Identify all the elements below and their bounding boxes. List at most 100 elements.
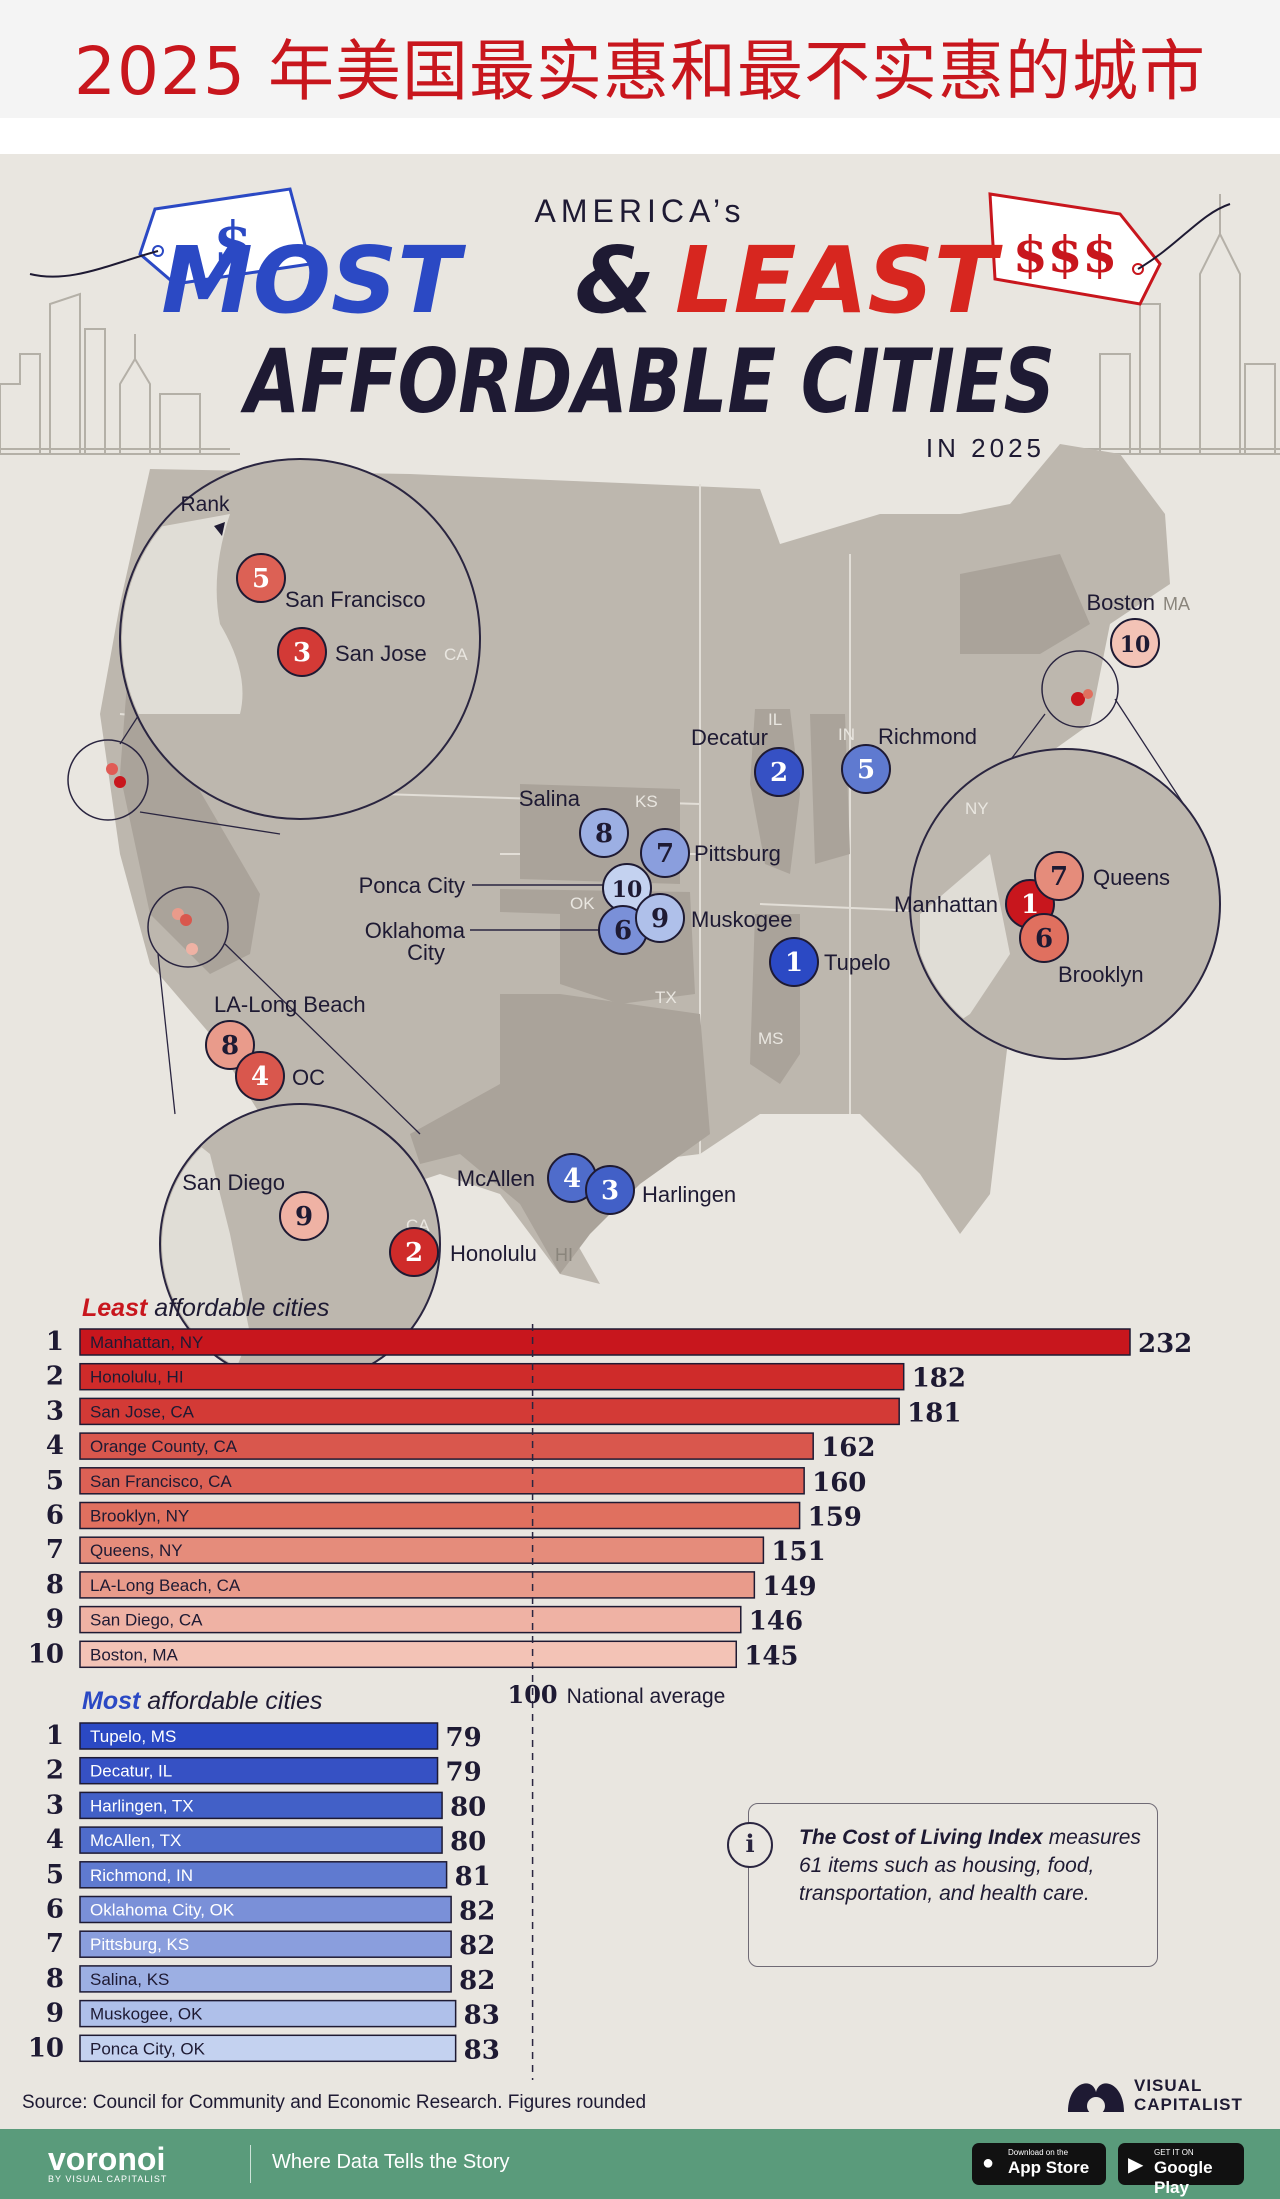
bar-rank: 4 — [46, 1825, 64, 1855]
google-play-badge[interactable]: ▶ GET IT ON Google Play — [1118, 2143, 1244, 2197]
marker-muskogee: 9 Muskogee — [635, 893, 793, 943]
bar — [79, 1640, 737, 1669]
bar-category-label: Oklahoma City, OK — [90, 1901, 235, 1920]
bar-category-label: San Francisco, CA — [90, 1472, 232, 1491]
marker-city-label: Boston — [1087, 590, 1156, 615]
least-bar-row-7: 7 Queens, NY 151 — [46, 1535, 826, 1567]
state-label-il: IL — [768, 710, 782, 729]
bar — [79, 1501, 801, 1530]
footer-bar: voronoi BY VISUAL CAPITALIST Where Data … — [0, 2129, 1280, 2199]
bar-category-label: Boston, MA — [90, 1645, 179, 1664]
marker-rank: 3 — [293, 638, 311, 668]
bar-value-label: 79 — [446, 1723, 482, 1753]
marker-dot — [635, 893, 685, 943]
price-tag-right: $$$ — [988, 192, 1231, 306]
title-amp: & — [575, 227, 655, 334]
infographic-poster: $ $$$ AMERICA’s MOST & LEAST AFFORDABLE … — [0, 154, 1280, 2129]
bar-rank: 7 — [46, 1535, 64, 1565]
google-play-icon: ▶ — [1128, 2154, 1144, 2176]
marker-rank: 2 — [770, 758, 788, 788]
info-rest: measures 61 items such as housing, food,… — [799, 1826, 1141, 1905]
app-store-big: App Store — [1008, 2158, 1090, 2177]
marker-city-label: LA-Long Beach — [214, 992, 366, 1017]
bar-category-label: Queens, NY — [90, 1541, 183, 1560]
inset-socal — [147, 886, 441, 1385]
marker-dot — [841, 744, 891, 794]
voronoi-logo[interactable]: voronoi BY VISUAL CAPITALIST — [48, 2141, 167, 2184]
bar-value-label: 79 — [446, 1758, 482, 1788]
least-bar-row-6: 6 Brooklyn, NY 159 — [46, 1501, 862, 1533]
marker-san-francisco: 5 San Francisco — [236, 553, 426, 612]
bar-value-label: 159 — [808, 1503, 862, 1533]
voronoi-brand: voronoi — [48, 2141, 166, 2177]
state-label-ma: MA — [1163, 594, 1190, 614]
bar-category-label: Ponca City, OK — [90, 2039, 206, 2058]
bar-rank: 8 — [46, 1570, 64, 1600]
bar-category-label: Pittsburg, KS — [90, 1935, 189, 1954]
voronoi-brand-sub: BY VISUAL CAPITALIST — [48, 2174, 168, 2184]
marker-rank: 1 — [785, 948, 803, 978]
title-least: LEAST — [675, 227, 1003, 334]
marker-city-label: Richmond — [878, 724, 977, 749]
footer-divider — [250, 2145, 251, 2183]
least-bar-row-9: 9 San Diego, CA 146 — [46, 1605, 803, 1637]
bar-rank: 4 — [46, 1431, 64, 1461]
google-play-small: GET IT ON — [1154, 2148, 1194, 2157]
bar — [79, 1999, 457, 2028]
marker-city-label: Salina — [519, 786, 581, 811]
marker-rank: 6 — [614, 916, 632, 946]
info-box: i The Cost of Living Index measures 61 i… — [727, 1803, 1158, 1967]
most-legend-title: Most affordable cities — [82, 1687, 322, 1716]
least-legend-title: Least affordable cities — [82, 1294, 329, 1323]
bar — [79, 1362, 905, 1391]
inset-nyc — [909, 650, 1221, 1060]
bar-rank: 2 — [46, 1362, 64, 1392]
state-new-york — [960, 554, 1090, 654]
map-markers: 5 San Francisco 3 San Jose 8 LA-Long Beach 4 OC… — [182, 553, 1170, 1277]
tag-right-symbol: $$$ — [1013, 225, 1117, 284]
bar — [79, 1467, 805, 1495]
info-lead: The Cost of Living Index — [799, 1826, 1043, 1849]
bar-rank: 5 — [46, 1860, 64, 1890]
marker-city-label: Ponca City — [359, 873, 465, 898]
bar — [79, 1756, 439, 1785]
bar-category-label: Muskogee, OK — [90, 2005, 203, 2024]
bar-value-label: 82 — [459, 1931, 495, 1961]
marker-la-long-beach: 8 LA-Long Beach — [205, 992, 366, 1070]
bar-category-label: Brooklyn, NY — [90, 1507, 189, 1526]
poster-artwork: $ $$$ AMERICA’s MOST & LEAST AFFORDABLE … — [0, 187, 1280, 2080]
bar-value-label: 162 — [821, 1433, 875, 1463]
marker-city-label: Brooklyn — [1058, 962, 1144, 987]
marker-ponca-city: 10 Ponca City — [359, 863, 652, 913]
google-play-big: Google Play — [1154, 2158, 1213, 2197]
bar — [79, 1432, 814, 1460]
bar — [79, 1930, 452, 1958]
title-most: MOST — [161, 227, 466, 334]
marker-city-label: McAllen — [457, 1166, 535, 1191]
marker-dot — [236, 553, 286, 603]
bar-value-label: 151 — [771, 1537, 825, 1567]
most-bar-row-8: 8 Salina, KS 82 — [46, 1964, 495, 1996]
rank-label: Rank — [180, 493, 230, 516]
most-bar-row-2: 2 Decatur, IL 79 — [46, 1756, 482, 1788]
marker-city-label: Harlingen — [642, 1182, 736, 1207]
app-store-badge[interactable]: ● Download on the App Store — [972, 2143, 1106, 2185]
marker-rank: 7 — [656, 839, 674, 869]
least-bar-row-1: 1 Manhattan, NY 232 — [46, 1327, 1192, 1359]
marker-san-jose: 3 San Jose — [277, 627, 427, 677]
marker-rank: 4 — [251, 1062, 269, 1092]
state-label-ks: KS — [635, 792, 658, 811]
marker-dot — [279, 1191, 329, 1241]
bar-value-label: 80 — [450, 1792, 486, 1822]
marker-oc: 4 OC — [235, 1051, 325, 1101]
info-icon: i — [727, 1822, 773, 1868]
banner-gap — [0, 118, 1280, 154]
marker-dot — [585, 1165, 635, 1215]
bar — [79, 1328, 1131, 1356]
state-texas — [410, 994, 710, 1274]
marker-city-label: San Jose — [335, 641, 427, 666]
bar-category-label: LA-Long Beach, CA — [90, 1576, 241, 1595]
